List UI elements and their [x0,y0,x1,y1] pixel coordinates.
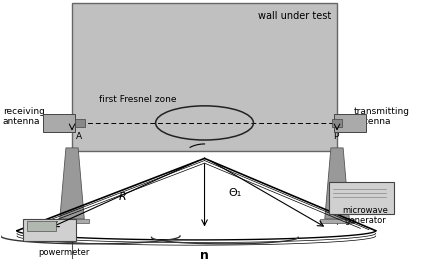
Bar [43,114,75,132]
Bar [23,219,76,241]
Text: n: n [200,249,209,262]
Bar [320,219,354,223]
Text: P: P [333,132,338,141]
Text: first Fresnel zone: first Fresnel zone [99,95,176,104]
Text: powermeter: powermeter [38,248,90,257]
Polygon shape [325,148,349,219]
Bar [75,119,85,127]
Text: wall under test: wall under test [258,11,331,21]
Text: transmitting
antenna: transmitting antenna [353,107,409,126]
Bar [72,3,337,151]
Text: receiving
antenna: receiving antenna [3,107,45,126]
Polygon shape [60,148,84,219]
Bar [334,114,366,132]
Text: Θ₁: Θ₁ [229,188,242,198]
Bar [55,219,89,223]
Text: microwave
generator: microwave generator [343,206,389,225]
Bar [329,182,394,214]
Text: R: R [119,192,127,202]
Bar [27,221,56,231]
Bar [332,119,342,127]
Text: A: A [76,132,82,141]
